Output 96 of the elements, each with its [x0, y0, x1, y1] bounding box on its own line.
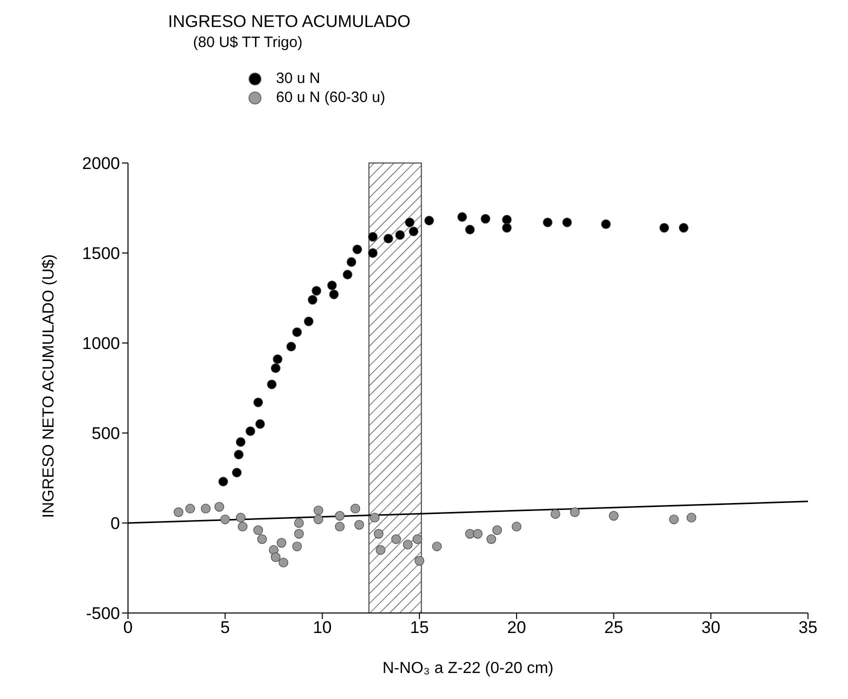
point [368, 248, 378, 258]
point [294, 518, 304, 528]
chart-subtitle: (80 U$ TT Trigo) [193, 34, 302, 51]
point [492, 525, 502, 536]
point [374, 528, 384, 539]
point [457, 212, 467, 222]
point [292, 327, 302, 338]
point [352, 244, 362, 254]
point [234, 450, 244, 460]
point [220, 514, 230, 524]
point [502, 214, 512, 225]
y-tick-label: -500 [86, 604, 120, 624]
y-tick-label: 1500 [82, 244, 120, 264]
point [678, 222, 688, 233]
x-tick-label: 5 [220, 618, 230, 638]
point [465, 224, 475, 234]
legend-label: 60 u N (60-30 u) [276, 89, 386, 106]
point [308, 294, 318, 305]
x-axis-title: N-NO₃ a Z-22 (0-20 cm) [382, 660, 554, 677]
point [314, 514, 324, 524]
y-axis-title: INGRESO NETO ACUMULADO (U$) [40, 254, 58, 518]
point [334, 522, 345, 532]
point [465, 528, 475, 539]
point [346, 257, 356, 267]
point [253, 398, 263, 408]
point [214, 502, 224, 512]
x-tick-label: 15 [410, 618, 429, 638]
point [276, 538, 286, 548]
point [253, 525, 263, 536]
point [370, 512, 380, 522]
point [314, 506, 324, 516]
point [334, 510, 345, 521]
point [255, 419, 265, 429]
x-tick-label: 35 [798, 618, 818, 638]
point [304, 316, 314, 326]
point [238, 522, 248, 532]
point [512, 522, 522, 532]
point [542, 218, 552, 228]
point [472, 528, 483, 539]
y-tick-label: 500 [92, 424, 120, 444]
point [327, 280, 337, 290]
point [185, 504, 195, 514]
point [350, 504, 360, 514]
point [669, 514, 679, 524]
point [686, 512, 696, 522]
point [412, 534, 422, 544]
point [562, 218, 572, 228]
point [278, 558, 288, 568]
point [550, 509, 560, 519]
point [286, 342, 296, 352]
point [294, 528, 304, 539]
point [257, 534, 267, 544]
point [601, 219, 611, 230]
point [486, 534, 496, 544]
point [312, 286, 322, 296]
point [659, 222, 670, 233]
point [236, 512, 246, 522]
point [329, 290, 339, 300]
x-tick-label: 30 [701, 618, 720, 638]
point [292, 542, 302, 552]
point [266, 380, 277, 390]
point [236, 437, 246, 447]
point [218, 476, 228, 486]
x-tick-label: 0 [123, 618, 133, 638]
x-tick-label: 20 [507, 618, 526, 638]
point [424, 216, 434, 226]
point [408, 226, 418, 236]
legend-label: 30 u N [276, 70, 320, 87]
y-tick-label: 1000 [82, 334, 120, 354]
point [232, 468, 242, 478]
point [368, 232, 378, 242]
point [570, 507, 580, 518]
x-tick-label: 10 [312, 618, 332, 638]
point [246, 426, 256, 436]
point [272, 354, 282, 364]
point [608, 510, 619, 521]
y-tick-label: 0 [110, 514, 120, 534]
point [354, 520, 364, 530]
point [342, 270, 352, 280]
point [480, 214, 490, 224]
point [432, 542, 442, 552]
point [414, 556, 424, 566]
point [174, 507, 184, 518]
point [502, 222, 512, 233]
point [395, 230, 405, 240]
point [402, 540, 413, 550]
point [384, 234, 394, 244]
point [270, 552, 280, 562]
point [200, 504, 211, 514]
point [404, 218, 415, 228]
point [391, 534, 401, 544]
point [376, 545, 386, 555]
y-tick-label: 2000 [82, 154, 120, 174]
chart-title: INGRESO NETO ACUMULADO [168, 12, 410, 32]
x-tick-label: 25 [604, 618, 624, 638]
point [270, 363, 280, 374]
